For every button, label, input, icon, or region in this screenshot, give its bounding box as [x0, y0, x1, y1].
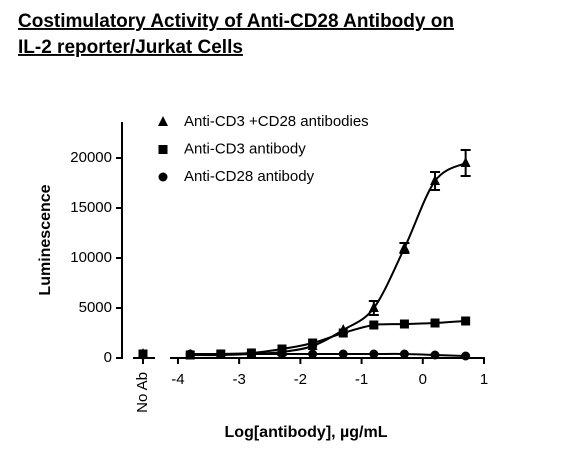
- y-tick-label: 20000: [70, 149, 112, 166]
- x-tick-label: -2: [294, 371, 307, 388]
- point: [216, 349, 226, 359]
- chart-title: Costimulatory Activity of Anti-CD28 Anti…: [18, 11, 454, 32]
- x-tick-label: -4: [171, 371, 184, 388]
- x-tick-label: 0: [419, 371, 427, 388]
- point: [185, 349, 195, 359]
- x-axis-label: Log[antibody], µg/mL: [225, 424, 388, 441]
- legend-label: Anti-CD3 antibody: [184, 140, 306, 157]
- point: [277, 349, 287, 359]
- point: [277, 344, 287, 354]
- legend-label: Anti-CD28 antibody: [184, 168, 315, 185]
- y-axis-label: Luminescence: [37, 184, 54, 295]
- fit-curve: [190, 162, 467, 357]
- legend-marker: [158, 172, 168, 182]
- point: [430, 350, 440, 360]
- baseline-label: No Ab: [134, 372, 151, 413]
- legend-label: Anti-CD3 +CD28 antibodies: [184, 113, 369, 130]
- point: [369, 320, 379, 330]
- legend-marker: [158, 116, 168, 126]
- point: [369, 349, 379, 359]
- point: [461, 316, 471, 326]
- fit-curve: [190, 352, 466, 357]
- point: [308, 338, 318, 348]
- point: [461, 351, 471, 361]
- point: [308, 349, 318, 359]
- point: [430, 175, 441, 185]
- fit-curve: [190, 320, 466, 356]
- point: [460, 157, 471, 167]
- point: [138, 350, 148, 360]
- point: [399, 349, 409, 359]
- chart-title: IL-2 reporter/Jurkat Cells: [18, 37, 243, 58]
- point: [399, 242, 410, 252]
- x-tick-label: 1: [480, 371, 488, 388]
- y-tick-label: 5000: [79, 299, 112, 316]
- point: [338, 349, 348, 359]
- point: [246, 349, 256, 359]
- point: [368, 302, 379, 312]
- x-tick-label: -1: [355, 371, 368, 388]
- point: [399, 319, 409, 329]
- x-tick-label: -3: [232, 371, 245, 388]
- y-tick-label: 10000: [70, 249, 112, 266]
- legend-marker: [158, 145, 168, 154]
- y-tick-label: 15000: [70, 199, 112, 216]
- y-tick-label: 0: [104, 349, 112, 366]
- point: [430, 318, 440, 328]
- axes: [121, 122, 485, 364]
- point: [338, 328, 348, 338]
